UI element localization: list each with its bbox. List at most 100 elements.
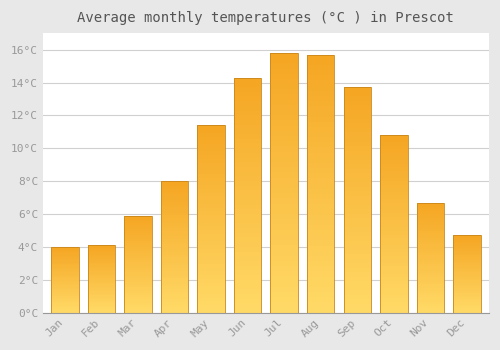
Bar <box>344 88 371 313</box>
Bar <box>51 284 78 285</box>
Bar <box>454 309 480 311</box>
Bar <box>51 273 78 274</box>
Bar <box>454 297 480 299</box>
Bar <box>270 235 298 240</box>
Bar <box>234 144 262 148</box>
Bar <box>51 265 78 267</box>
Bar <box>380 231 407 234</box>
Bar <box>270 219 298 224</box>
Bar <box>161 289 188 292</box>
Bar <box>234 233 262 237</box>
Bar <box>234 247 262 252</box>
Bar <box>161 262 188 265</box>
Bar <box>88 310 115 311</box>
Bar <box>344 263 371 268</box>
Bar <box>380 256 407 259</box>
Bar <box>380 228 407 231</box>
Bar <box>270 58 298 63</box>
Bar <box>51 307 78 309</box>
Bar <box>161 268 188 271</box>
Bar <box>88 267 115 268</box>
Bar <box>51 252 78 253</box>
Bar <box>307 246 334 251</box>
Bar <box>234 186 262 190</box>
Bar <box>198 245 225 249</box>
Bar <box>344 119 371 124</box>
Bar <box>51 288 78 289</box>
Bar <box>51 250 78 251</box>
Bar <box>270 53 298 313</box>
Bar <box>344 232 371 236</box>
Bar <box>416 256 444 258</box>
Bar <box>307 266 334 271</box>
Bar <box>198 196 225 200</box>
Bar <box>307 101 334 106</box>
Bar <box>124 276 152 278</box>
Bar <box>380 249 407 252</box>
Bar <box>380 146 407 149</box>
Bar <box>124 239 152 241</box>
Bar <box>380 309 407 313</box>
Bar <box>234 228 262 233</box>
Bar <box>88 264 115 265</box>
Bar <box>124 299 152 301</box>
Bar <box>380 245 407 249</box>
Bar <box>344 169 371 173</box>
Bar <box>124 251 152 252</box>
Bar <box>234 78 262 313</box>
Bar <box>454 257 480 259</box>
Bar <box>161 284 188 286</box>
Bar <box>198 185 225 189</box>
Bar <box>161 279 188 281</box>
Bar <box>416 207 444 209</box>
Bar <box>124 219 152 222</box>
Bar <box>161 273 188 276</box>
Bar <box>380 171 407 174</box>
Bar <box>416 249 444 251</box>
Bar <box>307 111 334 117</box>
Bar <box>161 252 188 255</box>
Bar <box>416 280 444 282</box>
Bar <box>270 69 298 74</box>
Bar <box>270 136 298 141</box>
Bar <box>454 272 480 274</box>
Bar <box>454 300 480 302</box>
Bar <box>124 262 152 264</box>
Bar <box>416 288 444 290</box>
Bar <box>307 178 334 184</box>
Bar <box>270 271 298 276</box>
Bar <box>454 282 480 283</box>
Bar <box>270 209 298 214</box>
Bar <box>270 214 298 219</box>
Bar <box>124 254 152 257</box>
Bar <box>380 284 407 288</box>
Bar <box>198 133 225 136</box>
Bar <box>88 257 115 259</box>
Bar <box>51 282 78 284</box>
Bar <box>51 247 78 248</box>
Bar <box>454 245 480 246</box>
Bar <box>416 304 444 306</box>
Bar <box>88 304 115 306</box>
Bar <box>198 271 225 275</box>
Bar <box>161 208 188 210</box>
Bar <box>234 176 262 181</box>
Bar <box>307 158 334 163</box>
Bar <box>270 230 298 235</box>
Bar <box>270 146 298 152</box>
Bar <box>88 309 115 310</box>
Bar <box>380 163 407 167</box>
Bar <box>344 128 371 133</box>
Bar <box>51 285 78 286</box>
Bar <box>416 282 444 284</box>
Bar <box>380 156 407 160</box>
Bar <box>270 89 298 94</box>
Bar <box>234 242 262 247</box>
Bar <box>307 55 334 60</box>
Bar <box>454 303 480 305</box>
Bar <box>234 289 262 294</box>
Bar <box>307 215 334 220</box>
Bar <box>124 260 152 262</box>
Bar <box>51 259 78 260</box>
Bar <box>198 159 225 163</box>
